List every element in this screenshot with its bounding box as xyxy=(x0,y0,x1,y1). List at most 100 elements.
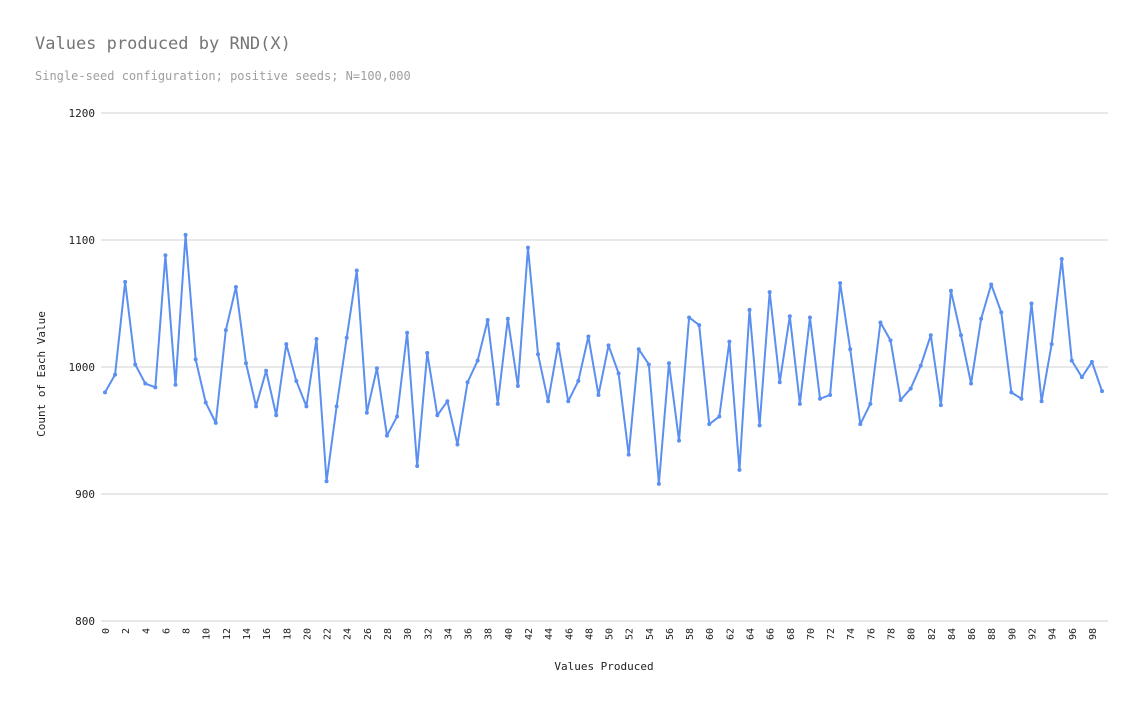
x-tick-label: 10 xyxy=(202,628,213,640)
data-point xyxy=(193,357,198,362)
data-point xyxy=(223,328,228,333)
data-point xyxy=(928,333,933,338)
x-tick-label: 78 xyxy=(887,628,898,640)
data-point xyxy=(445,399,450,404)
data-point xyxy=(828,392,833,397)
data-point xyxy=(183,232,188,237)
data-point xyxy=(979,316,984,321)
data-point xyxy=(324,479,329,484)
data-point xyxy=(485,318,490,323)
data-point xyxy=(173,382,178,387)
data-point xyxy=(536,352,541,357)
data-point xyxy=(717,414,722,419)
x-axis-label: Values Produced xyxy=(554,660,653,673)
data-point xyxy=(304,404,309,409)
data-point xyxy=(264,368,269,373)
data-point xyxy=(918,363,923,368)
x-tick-label: 62 xyxy=(725,628,736,640)
x-tick-label: 50 xyxy=(605,628,616,640)
data-point xyxy=(435,413,440,418)
x-tick-label: 56 xyxy=(665,628,676,640)
data-point xyxy=(1069,358,1074,363)
x-tick-label: 98 xyxy=(1088,628,1099,640)
chart-subtitle: Single-seed configuration; positive seed… xyxy=(35,69,411,83)
data-point xyxy=(616,371,621,376)
data-point xyxy=(515,384,520,389)
x-tick-label: 12 xyxy=(222,628,233,640)
x-tick-label: 84 xyxy=(947,628,958,640)
data-point xyxy=(123,279,128,284)
data-point xyxy=(747,307,752,312)
data-point xyxy=(274,413,279,418)
data-point xyxy=(415,464,420,469)
x-tick-label: 16 xyxy=(262,628,273,640)
chart-title: Values produced by RND(X) xyxy=(35,34,291,54)
data-point xyxy=(727,339,732,344)
x-tick-label: 40 xyxy=(504,628,515,640)
y-tick-label: 800 xyxy=(75,615,95,628)
x-tick-label: 36 xyxy=(464,628,475,640)
data-point xyxy=(838,281,843,286)
data-point xyxy=(384,433,389,438)
x-tick-label: 80 xyxy=(907,628,918,640)
x-tick-label: 22 xyxy=(323,628,334,640)
x-tick-label: 38 xyxy=(484,628,495,640)
data-point xyxy=(777,380,782,385)
data-point xyxy=(757,423,762,428)
data-point xyxy=(566,399,571,404)
data-point xyxy=(938,403,943,408)
data-point xyxy=(294,378,299,383)
x-tick-label: 52 xyxy=(625,628,636,640)
x-tick-label: 58 xyxy=(685,628,696,640)
x-tick-label: 14 xyxy=(242,628,253,640)
x-tick-label: 46 xyxy=(564,628,575,640)
data-point xyxy=(163,253,168,258)
data-point xyxy=(525,245,530,250)
data-point xyxy=(475,358,480,363)
x-tick-label: 42 xyxy=(524,628,535,640)
data-point xyxy=(898,398,903,403)
x-tick-label: 76 xyxy=(866,628,877,640)
data-point xyxy=(344,335,349,340)
data-point xyxy=(284,342,289,347)
x-tick-label: 44 xyxy=(544,628,555,640)
data-point xyxy=(1100,389,1104,394)
data-point xyxy=(807,315,812,320)
x-tick-label: 26 xyxy=(363,628,374,640)
data-point xyxy=(243,361,248,366)
data-point xyxy=(455,442,460,447)
data-point xyxy=(606,343,611,348)
x-tick-label: 88 xyxy=(987,628,998,640)
data-point xyxy=(133,362,138,367)
x-tick-label: 34 xyxy=(443,628,454,640)
data-point xyxy=(1089,359,1094,364)
data-point xyxy=(405,330,410,335)
data-point xyxy=(969,381,974,386)
data-point xyxy=(1029,301,1034,306)
x-tick-label: 28 xyxy=(383,628,394,640)
x-tick-label: 0 xyxy=(101,628,112,634)
data-point xyxy=(465,380,470,385)
x-tick-label: 6 xyxy=(161,628,172,634)
data-point xyxy=(586,334,591,339)
data-point xyxy=(626,452,631,457)
x-tick-label: 66 xyxy=(766,628,777,640)
data-point xyxy=(948,288,953,293)
x-tick-label: 82 xyxy=(927,628,938,640)
data-point xyxy=(767,290,772,295)
x-tick-label: 86 xyxy=(967,628,978,640)
x-tick-label: 92 xyxy=(1028,628,1039,640)
data-point xyxy=(1079,375,1084,380)
x-tick-label: 74 xyxy=(846,628,857,640)
data-point xyxy=(213,420,218,425)
data-point xyxy=(656,481,661,486)
x-tick-label: 32 xyxy=(423,628,434,640)
data-point xyxy=(203,400,208,405)
x-tick-label: 18 xyxy=(282,628,293,640)
data-point xyxy=(1019,396,1024,401)
data-point xyxy=(989,282,994,287)
data-point xyxy=(364,410,369,415)
data-point xyxy=(858,422,863,427)
